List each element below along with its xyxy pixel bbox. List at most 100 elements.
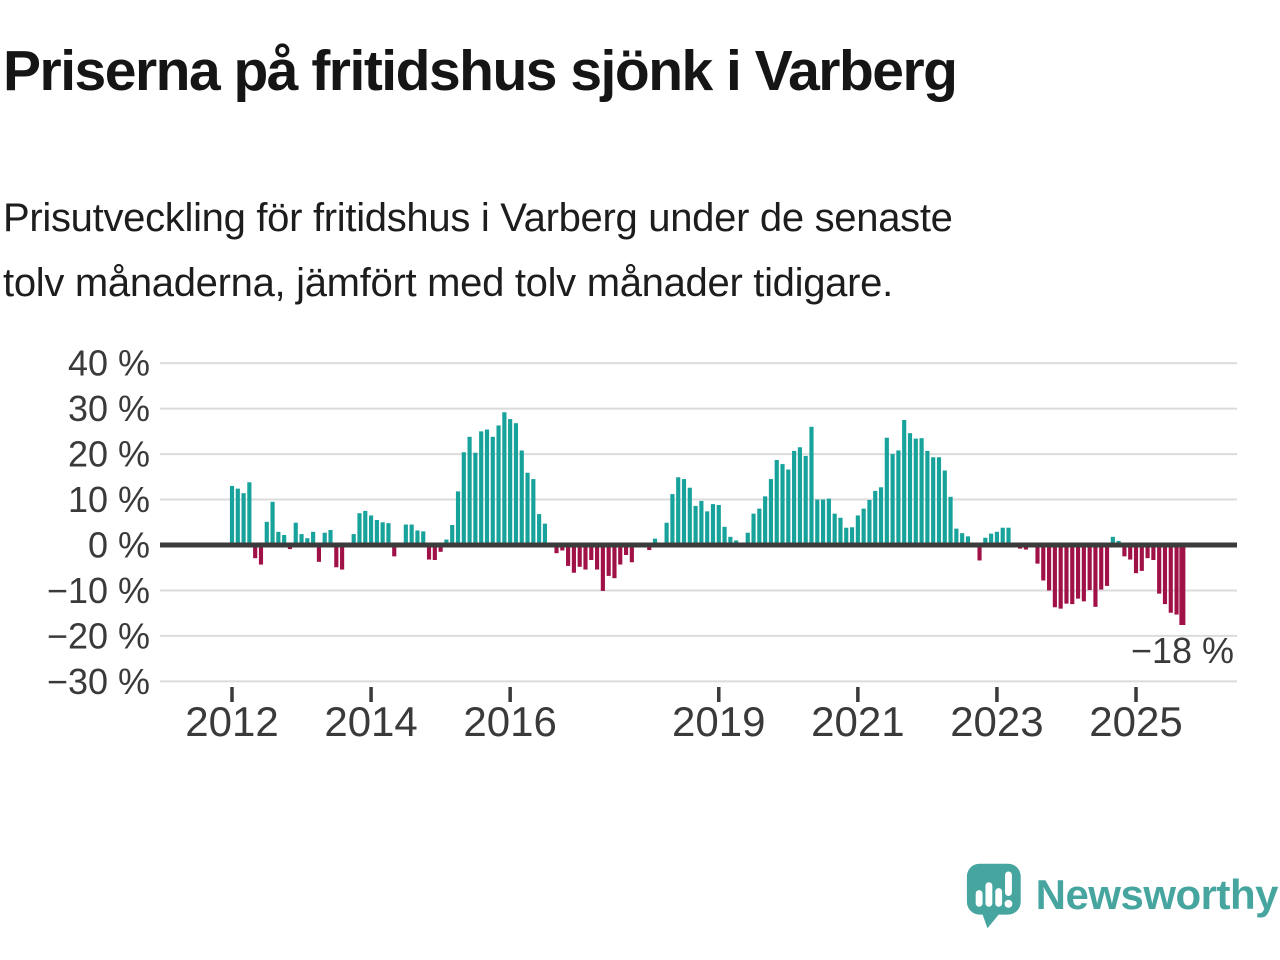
x-axis-label: 2012 bbox=[185, 698, 278, 745]
bar-positive bbox=[322, 532, 327, 545]
bar-positive bbox=[681, 479, 687, 545]
subtitle-line-2: tolv månaderna, jämfört med tolv månader… bbox=[3, 260, 893, 305]
bar-negative bbox=[1145, 545, 1150, 559]
bar-positive bbox=[890, 454, 895, 545]
bar-positive bbox=[1006, 527, 1011, 545]
bar-positive bbox=[235, 488, 240, 545]
bar-negative bbox=[1133, 545, 1139, 574]
bar-positive bbox=[728, 536, 733, 545]
bar-negative bbox=[577, 545, 582, 567]
y-axis-label: 30 % bbox=[68, 388, 150, 429]
bar-positive bbox=[357, 513, 362, 545]
last-value-annotation: −18 % bbox=[1130, 630, 1234, 671]
x-axis-label: 2023 bbox=[950, 698, 1043, 745]
bar-negative bbox=[438, 545, 443, 552]
bar-negative bbox=[583, 545, 588, 570]
bar-negative bbox=[1157, 545, 1162, 594]
bar-positive bbox=[455, 491, 461, 545]
bar-positive bbox=[826, 498, 831, 545]
bar-positive bbox=[461, 452, 466, 545]
bar-negative bbox=[334, 545, 339, 568]
bar-positive bbox=[652, 538, 658, 545]
bar-positive bbox=[693, 505, 698, 545]
bar-positive bbox=[710, 504, 716, 545]
bar-negative bbox=[623, 545, 629, 555]
bar-negative bbox=[1035, 545, 1040, 564]
bar-positive bbox=[855, 515, 860, 545]
bar-positive bbox=[351, 534, 356, 545]
bar-positive bbox=[409, 524, 414, 545]
bar-negative bbox=[1052, 545, 1057, 608]
bar-positive bbox=[878, 487, 884, 545]
bar-positive bbox=[676, 477, 681, 545]
bar-negative bbox=[1087, 545, 1092, 591]
bar-positive bbox=[948, 496, 953, 545]
bar-positive bbox=[270, 501, 275, 545]
bar-positive bbox=[380, 522, 385, 545]
bar-positive bbox=[774, 459, 779, 545]
bar-positive bbox=[821, 499, 826, 545]
bar-positive bbox=[786, 469, 791, 545]
bar-negative bbox=[1081, 545, 1086, 602]
x-axis-label: 2021 bbox=[811, 698, 904, 745]
bar-negative bbox=[1041, 545, 1046, 581]
bar-positive bbox=[699, 500, 704, 545]
bar-positive bbox=[484, 429, 490, 545]
bar-negative bbox=[977, 545, 982, 561]
bar-positive bbox=[925, 450, 930, 545]
y-axis-label: 10 % bbox=[68, 479, 150, 520]
bar-positive bbox=[902, 419, 907, 546]
bar-positive bbox=[531, 479, 536, 545]
bar-negative bbox=[595, 545, 600, 570]
bar-positive bbox=[873, 490, 878, 545]
bar-positive bbox=[386, 523, 391, 545]
bar-negative bbox=[1099, 545, 1104, 590]
bar-positive bbox=[369, 515, 374, 545]
bar-negative bbox=[618, 545, 623, 565]
bar-negative bbox=[1093, 545, 1098, 607]
bar-positive bbox=[780, 464, 785, 545]
x-axis-label: 2016 bbox=[463, 698, 556, 745]
bar-positive bbox=[907, 433, 913, 545]
bar-positive bbox=[722, 526, 727, 545]
bar-positive bbox=[490, 436, 495, 545]
bar-positive bbox=[299, 534, 304, 545]
bar-positive bbox=[473, 452, 478, 545]
bar-positive bbox=[884, 437, 889, 545]
bar-positive bbox=[965, 536, 971, 545]
x-axis-label: 2019 bbox=[672, 698, 765, 745]
bar-positive bbox=[942, 470, 947, 545]
bar-positive bbox=[803, 455, 808, 545]
bar-negative bbox=[1139, 545, 1144, 571]
y-axis-label: 0 % bbox=[88, 525, 150, 566]
bar-positive bbox=[687, 487, 692, 545]
bar-positive bbox=[849, 527, 855, 545]
bar-positive bbox=[670, 494, 675, 545]
bar-negative bbox=[566, 545, 571, 566]
y-axis-label: 20 % bbox=[68, 434, 150, 475]
bar-positive bbox=[444, 539, 449, 545]
y-axis-label: −10 % bbox=[47, 570, 150, 611]
bar-negative bbox=[612, 545, 617, 579]
bar-positive bbox=[229, 485, 235, 545]
bar-positive bbox=[832, 513, 837, 545]
bar-negative bbox=[340, 545, 345, 570]
bar-positive bbox=[467, 436, 472, 545]
bar-positive bbox=[403, 524, 408, 545]
bar-negative bbox=[629, 545, 634, 563]
bar-negative bbox=[1070, 545, 1075, 605]
bar-negative bbox=[258, 545, 264, 565]
bar-positive bbox=[844, 527, 849, 545]
bar-positive bbox=[1000, 527, 1005, 545]
bar-positive bbox=[241, 493, 246, 545]
bar-positive bbox=[276, 531, 281, 545]
bar-positive bbox=[450, 525, 455, 545]
bar-positive bbox=[421, 531, 426, 545]
subtitle-line-1: Prisutveckling för fritidshus i Varberg … bbox=[3, 196, 953, 240]
bar-positive bbox=[936, 457, 942, 545]
page-subtitle: Prisutveckling för fritidshus i Varberg … bbox=[3, 186, 1273, 316]
bar-positive bbox=[745, 532, 750, 545]
bar-negative bbox=[1179, 545, 1186, 626]
